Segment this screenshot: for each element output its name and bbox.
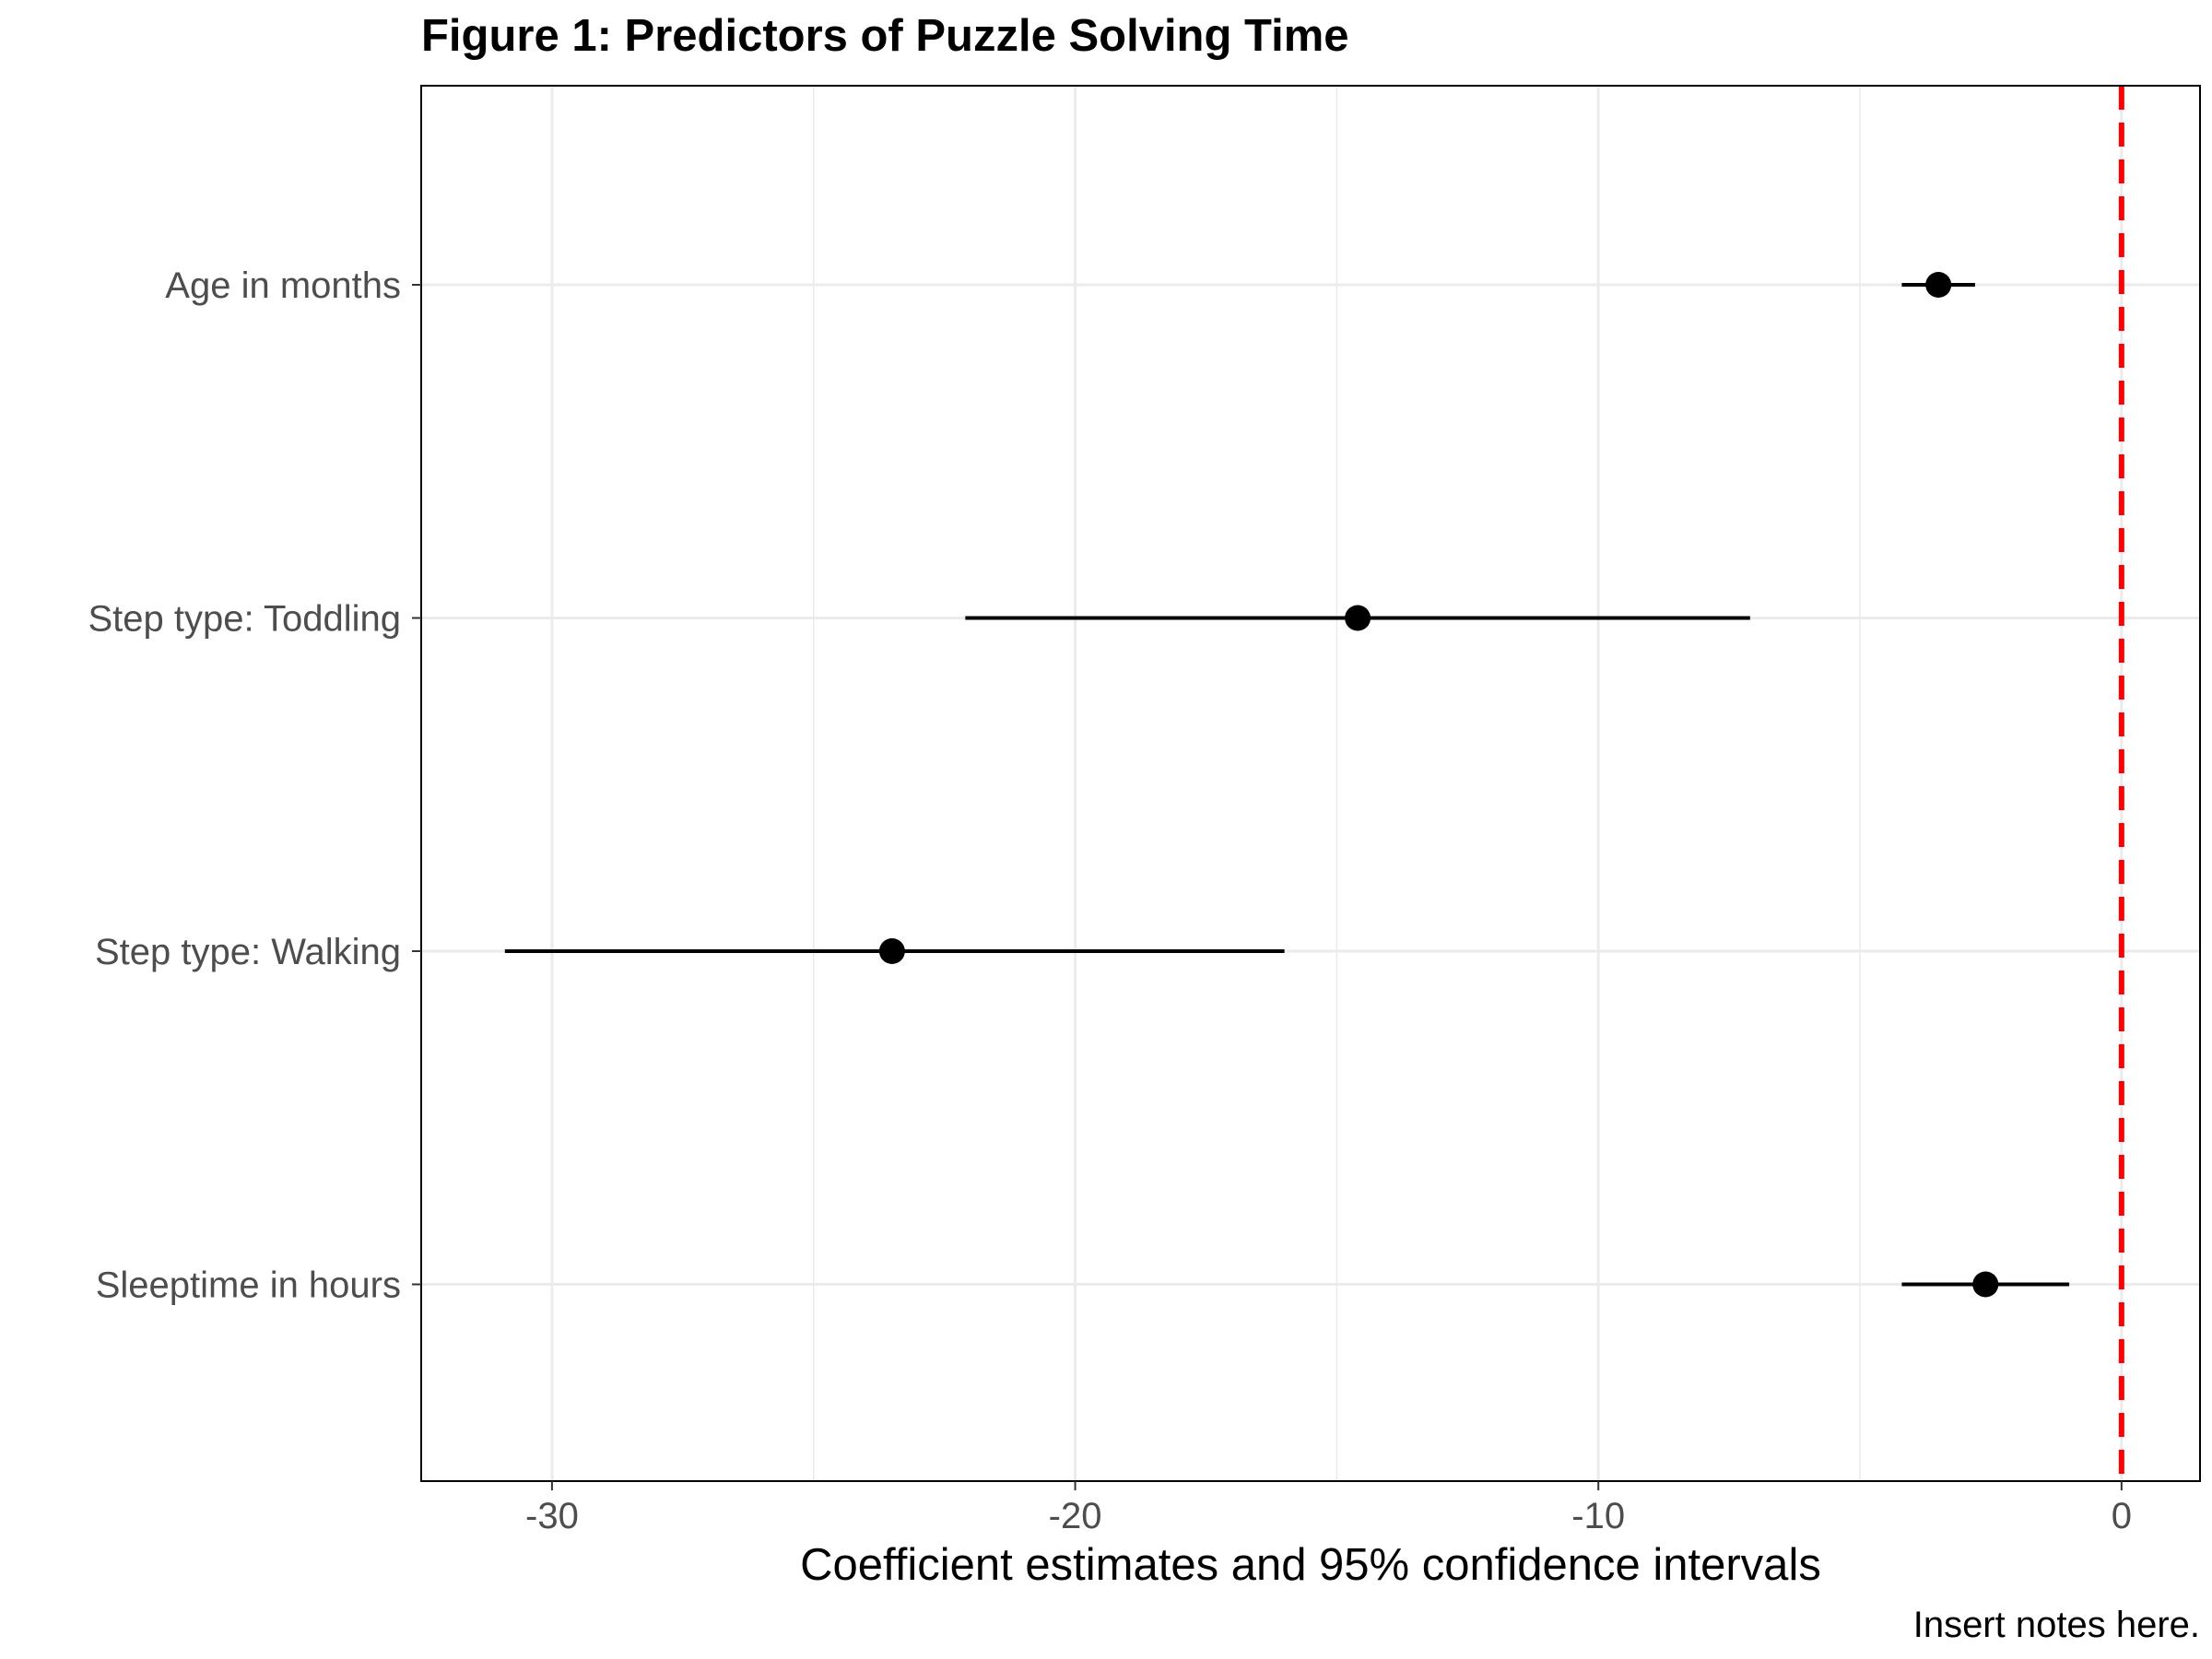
x-axis: -30 -20 -10 0 [525,1481,2132,1536]
y-tick-label: Step type: Walking [95,932,401,972]
x-axis-label: Coefficient estimates and 95% confidence… [800,1540,1821,1590]
x-tick-label: -10 [1571,1496,1625,1536]
x-tick-label: 0 [2112,1496,2132,1536]
x-tick-label: -20 [1049,1496,1102,1536]
estimate-point [878,938,905,964]
estimate-point [1972,1271,1999,1298]
marks-layer [504,272,2070,1298]
chart-caption: Insert notes here. [1913,1605,2200,1645]
chart-title: Figure 1: Predictors of Puzzle Solving T… [421,11,1349,61]
x-tick-label: -30 [525,1496,579,1536]
y-axis: Age in months Step type: Toddling Step typ… [88,265,421,1306]
y-tick-label: Step type: Toddling [88,599,401,640]
estimate-point [1925,272,1952,298]
estimate-point [1345,605,1371,631]
y-tick-label: Age in months [165,265,401,306]
panel-border [420,85,2201,1482]
y-tick-label: Sleeptime in hours [96,1265,401,1306]
